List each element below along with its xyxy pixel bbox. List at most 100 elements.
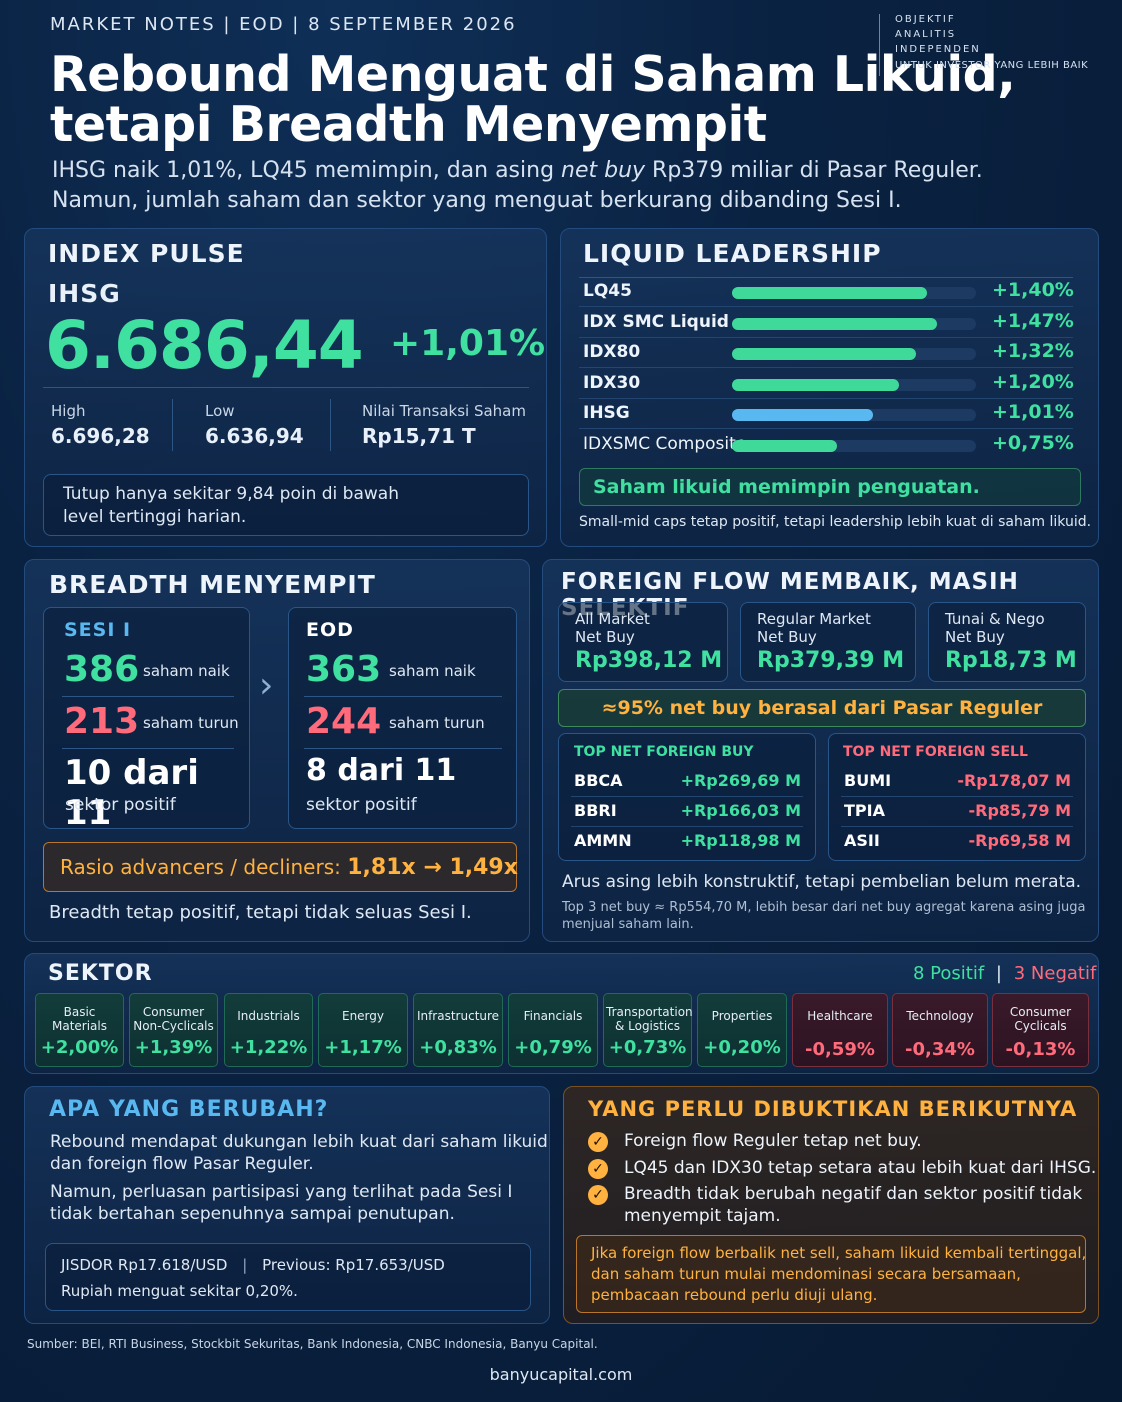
next-item-line1: Foreign flow Reguler tetap net buy. — [624, 1131, 922, 1151]
top-sell-title: TOP NET FOREIGN SELL — [843, 744, 1028, 760]
next-warning-line3: pembacaan rebound perlu diuji ulang. — [591, 1286, 878, 1304]
flow-ticker: BUMI — [844, 771, 892, 790]
net-buy-card-label1: Tunai & Nego — [945, 610, 1045, 628]
leader-value: +1,47% — [992, 309, 1074, 332]
sector-change: -0,13% — [1005, 1039, 1076, 1060]
liquid-footnote: Small-mid caps tetap positif, tetapi lea… — [579, 514, 1092, 530]
sector-tile: Basic Materials +2,00% — [35, 993, 124, 1067]
flow-value: +Rp166,03 M — [680, 801, 801, 820]
sector-name-line2: & Logistics — [614, 1019, 681, 1033]
high-label: High — [51, 402, 86, 420]
leader-bar-fill — [732, 409, 873, 421]
index-pulse-panel: INDEX PULSE IHSG 6.686,44 +1,01% High 6.… — [24, 228, 547, 547]
sektor-positive-count: 8 Positif — [913, 963, 985, 984]
ratio-text: Rasio advancers / decliners: 1,81x → 1,4… — [60, 855, 518, 880]
leader-bar-fill — [732, 287, 927, 299]
leader-bar-fill — [732, 378, 899, 391]
page-title-line1: Rebound Menguat di Saham Likuid, — [50, 46, 1016, 103]
sector-tile: Properties +0,20% — [697, 993, 787, 1067]
low-label: Low — [205, 402, 235, 420]
leader-bar-fill — [732, 317, 937, 330]
session1-up-text: saham naik — [143, 662, 230, 680]
check-icon: ✓ — [588, 1132, 608, 1152]
leader-bar-fill — [732, 348, 916, 360]
sector-name: Properties — [711, 1009, 773, 1023]
eod-divider-1 — [304, 696, 502, 697]
site-link[interactable]: banyucapital.com — [489, 1365, 633, 1384]
eod-divider-2 — [304, 748, 502, 749]
tx-value: Rp15,71 T — [362, 424, 476, 448]
low-value: 6.636,94 — [205, 424, 304, 448]
top-buy-card: TOP NET FOREIGN BUY BBCA +Rp269,69 M BBRI +… — [558, 733, 816, 861]
net-buy-card-label1: Regular Market — [757, 610, 871, 628]
leader-bar-track — [732, 348, 976, 360]
leader-bar-track — [732, 409, 976, 421]
next-warning-line2: dan saham turun mulai mendominasi secara… — [591, 1265, 1021, 1283]
sector-change: +0,73% — [608, 1037, 687, 1058]
leader-bar-track — [732, 287, 976, 299]
berubah-p1-line1: Rebound mendapat dukungan lebih kuat dar… — [50, 1132, 548, 1152]
net-buy-card-value: Rp18,73 M — [945, 648, 1077, 673]
eod-sector-text: sektor positif — [306, 795, 417, 815]
sector-name: Financials — [523, 1009, 583, 1023]
breadth-panel: BREADTH MENYEMPIT SESI I 386 saham naik … — [24, 559, 530, 942]
sector-change: +0,79% — [514, 1037, 592, 1058]
flow-ticker: BBRI — [574, 801, 617, 820]
sector-name-line1: Basic — [63, 1005, 96, 1019]
sector-tile: Financials +0,79% — [508, 993, 598, 1067]
ratio-box: Rasio advancers / decliners: 1,81x → 1,4… — [43, 842, 518, 892]
net-buy-card-label2: Net Buy — [757, 628, 817, 646]
breadth-footnote: Breadth tetap positif, tetapi tidak selu… — [49, 902, 472, 923]
index-name: IHSG — [48, 279, 121, 308]
leader-name: LQ45 — [583, 281, 632, 301]
sector-tile: Healthcare -0,59% — [792, 993, 888, 1067]
sector-name-line2: Non-Cyclicals — [133, 1019, 214, 1033]
index-change: +1,01% — [390, 323, 546, 364]
sector-tile: Industrials +1,22% — [224, 993, 313, 1067]
sector-name: Technology — [906, 1009, 974, 1023]
sector-tile: Infrastructure +0,83% — [413, 993, 503, 1067]
sector-change: +1,22% — [229, 1037, 308, 1058]
berubah-p2-line1: Namun, perluasan partisipasi yang terlih… — [50, 1182, 513, 1202]
flow-row-divider — [571, 796, 803, 797]
leader-value: +1,32% — [992, 340, 1074, 362]
berubah-title: APA YANG BERUBAH? — [49, 1097, 329, 1122]
rupiah-note: Rupiah menguat sekitar 0,20%. — [61, 1282, 298, 1300]
jisdor-box: JISDOR Rp17.618/USD | Previous: Rp17.653… — [45, 1243, 531, 1311]
net-buy-card: Tunai & Nego Net Buy Rp18,73 M — [928, 602, 1086, 682]
top-buy-title: TOP NET FOREIGN BUY — [574, 744, 754, 760]
liquid-callout-text: Saham likuid memimpin penguatan. — [593, 476, 980, 498]
sektor-counts: 8 Positif | 3 Negatif — [913, 963, 1096, 984]
flow-ticker: TPIA — [844, 801, 885, 820]
foreign-fine-line2: menjual saham lain. — [562, 917, 694, 932]
eod-down-text: saham turun — [389, 714, 485, 732]
sector-change: +1,17% — [324, 1037, 402, 1058]
sector-tile: Consumer Cyclicals -0,13% — [992, 993, 1089, 1067]
subtitle-emphasis: net buy — [561, 158, 646, 183]
sector-name-line1: Transportation — [606, 1005, 693, 1019]
net-buy-card-label1: All Market — [575, 610, 650, 628]
leader-bar-track — [732, 317, 976, 330]
liquid-top-divider — [579, 277, 1073, 278]
pulse-note-line1: Tutup hanya sekitar 9,84 poin di bawah — [63, 484, 399, 504]
leader-bar-track — [732, 378, 976, 391]
jisdor-previous: Previous: Rp17.653/USD — [262, 1256, 445, 1274]
berubah-p2-line2: tidak bertahan sepenuhnya sampai penutup… — [50, 1204, 455, 1224]
session1-sector-text: sektor positif — [65, 795, 176, 815]
flow-value: +Rp118,98 M — [680, 831, 801, 850]
sector-tile: Consumer Non-Cyclicals +1,39% — [129, 993, 218, 1067]
leader-row-divider — [579, 428, 1073, 429]
page-title-line2: tetapi Breadth Menyempit — [50, 96, 767, 153]
index-value: 6.686,44 — [45, 307, 364, 384]
berubah-p1-line2: dan foreign flow Pasar Reguler. — [50, 1154, 314, 1174]
net-buy-card-label2: Net Buy — [575, 628, 635, 646]
brand-tagline-3: INDEPENDEN — [895, 44, 981, 55]
sector-name: Infrastructure — [416, 1009, 500, 1023]
tx-label: Nilai Transaksi Saham — [362, 402, 526, 420]
eod-up-count: 363 — [306, 649, 382, 690]
eod-up-text: saham naik — [389, 662, 476, 680]
leader-value: +1,20% — [992, 370, 1074, 393]
breadth-title: BREADTH MENYEMPIT — [49, 570, 376, 599]
session1-down-text: saham turun — [143, 714, 239, 732]
pulse-note-box: Tutup hanya sekitar 9,84 poin di bawah l… — [43, 474, 529, 536]
